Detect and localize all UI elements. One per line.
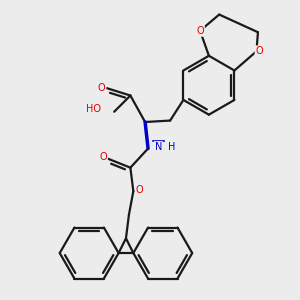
Text: O: O: [99, 152, 107, 162]
Text: N: N: [155, 142, 162, 152]
Text: H: H: [168, 142, 175, 152]
Text: O: O: [196, 26, 204, 36]
Text: O: O: [256, 46, 263, 56]
Text: O: O: [98, 83, 105, 93]
Text: HO: HO: [86, 104, 101, 114]
Text: O: O: [136, 185, 144, 195]
